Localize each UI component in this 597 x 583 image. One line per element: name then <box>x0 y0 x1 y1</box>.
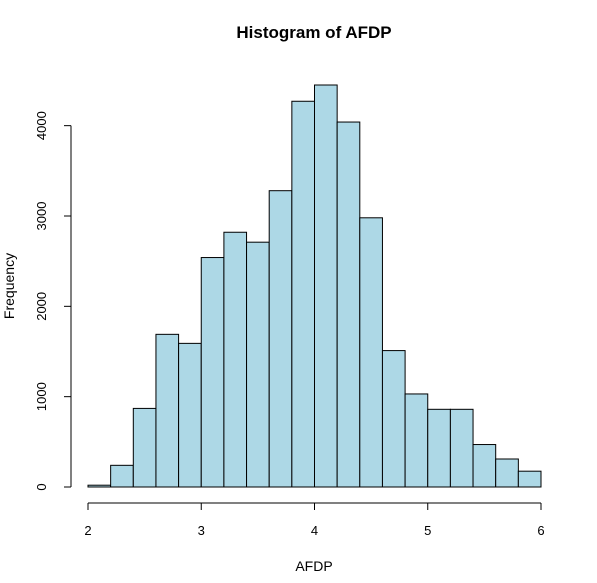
histogram-bar <box>268 190 293 488</box>
y-tick-label: 1000 <box>34 382 49 411</box>
histogram-bar <box>381 350 406 488</box>
y-tick-label: 4000 <box>34 111 49 140</box>
histogram-bar <box>336 121 361 488</box>
x-tick-label: 3 <box>198 523 205 538</box>
histogram-bar <box>449 408 474 488</box>
histogram-bar <box>200 257 225 488</box>
y-axis: 0 1000 2000 3000 4000 <box>34 111 72 491</box>
bars-group <box>87 84 542 488</box>
histogram-bar <box>495 458 519 488</box>
histogram-bar <box>155 333 180 488</box>
x-axis: 2 3 4 5 6 <box>84 502 545 538</box>
histogram-bar <box>359 217 383 488</box>
histogram-bar <box>517 470 542 488</box>
histogram-bar <box>223 231 248 488</box>
chart-title: Histogram of AFDP <box>236 23 391 42</box>
y-axis-label: Frequency <box>1 253 17 319</box>
x-tick-label: 2 <box>84 523 91 538</box>
x-tick-label: 6 <box>537 523 544 538</box>
y-tick-label: 2000 <box>34 292 49 321</box>
histogram-bar <box>110 464 134 488</box>
x-tick-label: 4 <box>311 523 318 538</box>
x-axis-label: AFDP <box>295 558 332 574</box>
histogram-bar <box>87 484 112 488</box>
histogram-bar <box>472 444 497 488</box>
histogram-bar <box>178 342 202 488</box>
y-tick-label: 3000 <box>34 202 49 231</box>
x-tick-label: 5 <box>424 523 431 538</box>
histogram-bar <box>404 393 429 488</box>
histogram-bar <box>246 241 270 488</box>
histogram-bar <box>132 407 157 488</box>
y-tick-label: 0 <box>34 483 49 490</box>
histogram-bar <box>291 100 316 488</box>
histogram-bar <box>314 84 338 488</box>
histogram-bar <box>427 408 451 488</box>
